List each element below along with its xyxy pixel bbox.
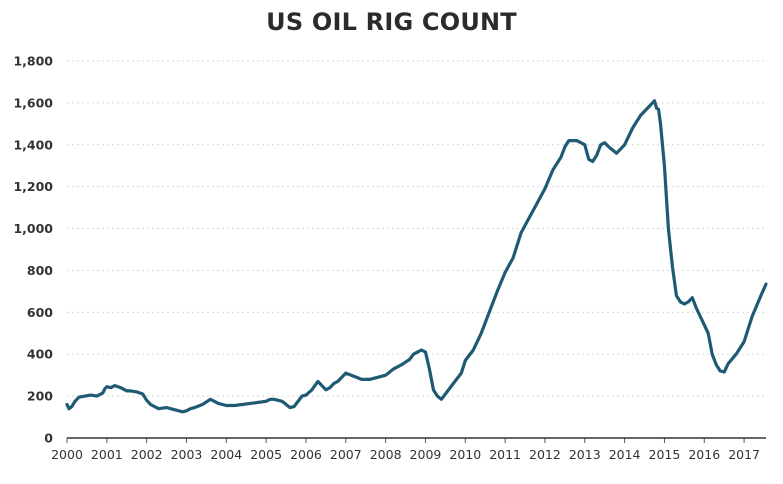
x-tick-label: 2016 <box>688 447 720 462</box>
x-tick-label: 2014 <box>609 447 641 462</box>
y-tick-label: 800 <box>27 263 53 278</box>
x-tick-label: 2017 <box>728 447 760 462</box>
chart-title: US OIL RIG COUNT <box>266 8 517 36</box>
series-line <box>65 99 768 414</box>
x-tick-label: 2002 <box>131 447 163 462</box>
x-tick-label: 2000 <box>51 447 83 462</box>
x-tick-label: 2003 <box>171 447 203 462</box>
x-tick-label: 2012 <box>529 447 561 462</box>
y-tick-label: 1,600 <box>13 95 53 110</box>
x-tick-label: 2004 <box>210 447 242 462</box>
x-tick-label: 2009 <box>410 447 442 462</box>
y-tick-label: 1,800 <box>13 54 53 69</box>
x-tick-label: 2011 <box>489 447 521 462</box>
x-tick-label: 2007 <box>330 447 362 462</box>
x-tick-label: 2001 <box>91 447 123 462</box>
x-tick-label: 2010 <box>449 447 481 462</box>
x-tick-label: 2006 <box>290 447 322 462</box>
y-tick-label: 600 <box>27 305 53 320</box>
x-axis-ticks: 2000 2001 2002 2003 2004 2005 2006 2007 2008 2009… <box>51 438 760 462</box>
gridlines <box>67 60 766 397</box>
y-tick-label: 0 <box>44 431 53 446</box>
y-tick-label: 200 <box>27 389 53 404</box>
y-tick-label: 1,200 <box>13 179 53 194</box>
y-tick-label: 1,400 <box>13 137 53 152</box>
x-tick-label: 2005 <box>250 447 282 462</box>
x-tick-label: 2015 <box>649 447 681 462</box>
y-tick-label: 1,000 <box>13 221 53 236</box>
x-tick-label: 2013 <box>569 447 601 462</box>
y-tick-label: 400 <box>27 347 53 362</box>
y-axis-ticks: 0 200 400 600 800 1,000 1,200 1,400 1,600 1,800 <box>13 54 53 446</box>
x-tick-label: 2008 <box>370 447 402 462</box>
